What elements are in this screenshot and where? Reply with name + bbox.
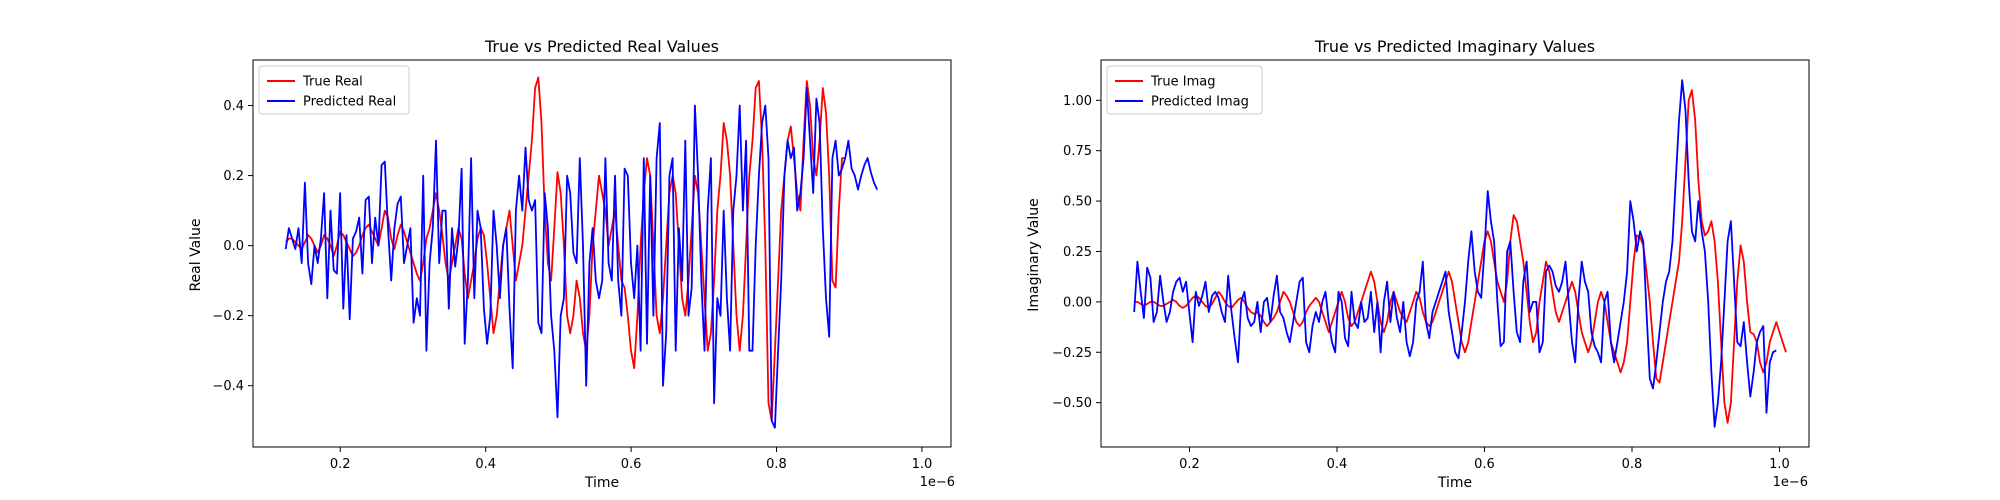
x-tick-label: 0.2	[330, 457, 351, 472]
y-tick-label: 0.00	[1063, 295, 1092, 310]
legend-box	[1106, 65, 1263, 115]
y-tick-label: −0.50	[1052, 396, 1092, 411]
plot-frame	[252, 59, 952, 448]
series-layer	[284, 76, 879, 429]
legend: True Real Predicted Real	[258, 65, 410, 115]
y-tick-label: 0.50	[1063, 195, 1092, 210]
chart-title: True vs Predicted Real Values	[484, 37, 719, 56]
chart-real: True vs Predicted Real Values Time Real …	[188, 37, 955, 491]
x-tick-label: 0.4	[475, 457, 496, 472]
x-tick-label: 0.4	[1327, 457, 1348, 472]
x-axis-label: Time	[584, 475, 619, 491]
y-tick-label: −0.25	[1052, 346, 1092, 361]
tick-layer: 0.2 0.4 0.6 0.8 1.0 −0.4 −0.2 0.0 0.2 0.4	[212, 99, 932, 472]
y-tick-label: −0.2	[212, 309, 244, 324]
plot-frame	[1100, 59, 1810, 448]
series-line-true	[1134, 89, 1787, 424]
legend-label: Predicted Imag	[1151, 95, 1249, 110]
series-line-predicted	[284, 87, 879, 429]
series-layer	[1133, 79, 1787, 428]
chart-imaginary: True vs Predicted Imaginary Values Time …	[1026, 37, 1810, 491]
x-tick-label: 0.2	[1179, 457, 1200, 472]
legend: True Imag Predicted Imag	[1106, 65, 1263, 115]
chart-title: True vs Predicted Imaginary Values	[1314, 37, 1595, 56]
x-tick-label: 1.0	[912, 457, 933, 472]
y-tick-label: −0.4	[212, 379, 244, 394]
x-scale-label: 1e−6	[920, 475, 955, 490]
x-tick-label: 1.0	[1769, 457, 1790, 472]
y-tick-label: 0.2	[223, 169, 244, 184]
y-tick-label: 0.0	[223, 239, 244, 254]
x-tick-label: 0.8	[1622, 457, 1643, 472]
legend-box	[258, 65, 410, 115]
y-axis-label: Imaginary Value	[1026, 198, 1042, 312]
x-tick-label: 0.6	[1474, 457, 1495, 472]
tick-layer: 0.2 0.4 0.6 0.8 1.0 −0.50 −0.25 0.00 0.25 0.50 0.7…	[1052, 94, 1790, 472]
x-tick-label: 0.8	[766, 457, 787, 472]
legend-label: True Imag	[1150, 75, 1215, 90]
y-tick-label: 1.00	[1063, 94, 1092, 109]
y-tick-label: 0.75	[1063, 144, 1092, 159]
y-tick-label: 0.4	[223, 99, 244, 114]
y-axis-label: Real Value	[188, 218, 204, 291]
x-scale-label: 1e−6	[1773, 475, 1808, 490]
legend-label: True Real	[302, 75, 363, 90]
legend-label: Predicted Real	[303, 95, 396, 110]
x-axis-label: Time	[1437, 475, 1472, 491]
y-tick-label: 0.25	[1063, 245, 1092, 260]
series-line-predicted	[1133, 79, 1777, 428]
x-tick-label: 0.6	[621, 457, 642, 472]
